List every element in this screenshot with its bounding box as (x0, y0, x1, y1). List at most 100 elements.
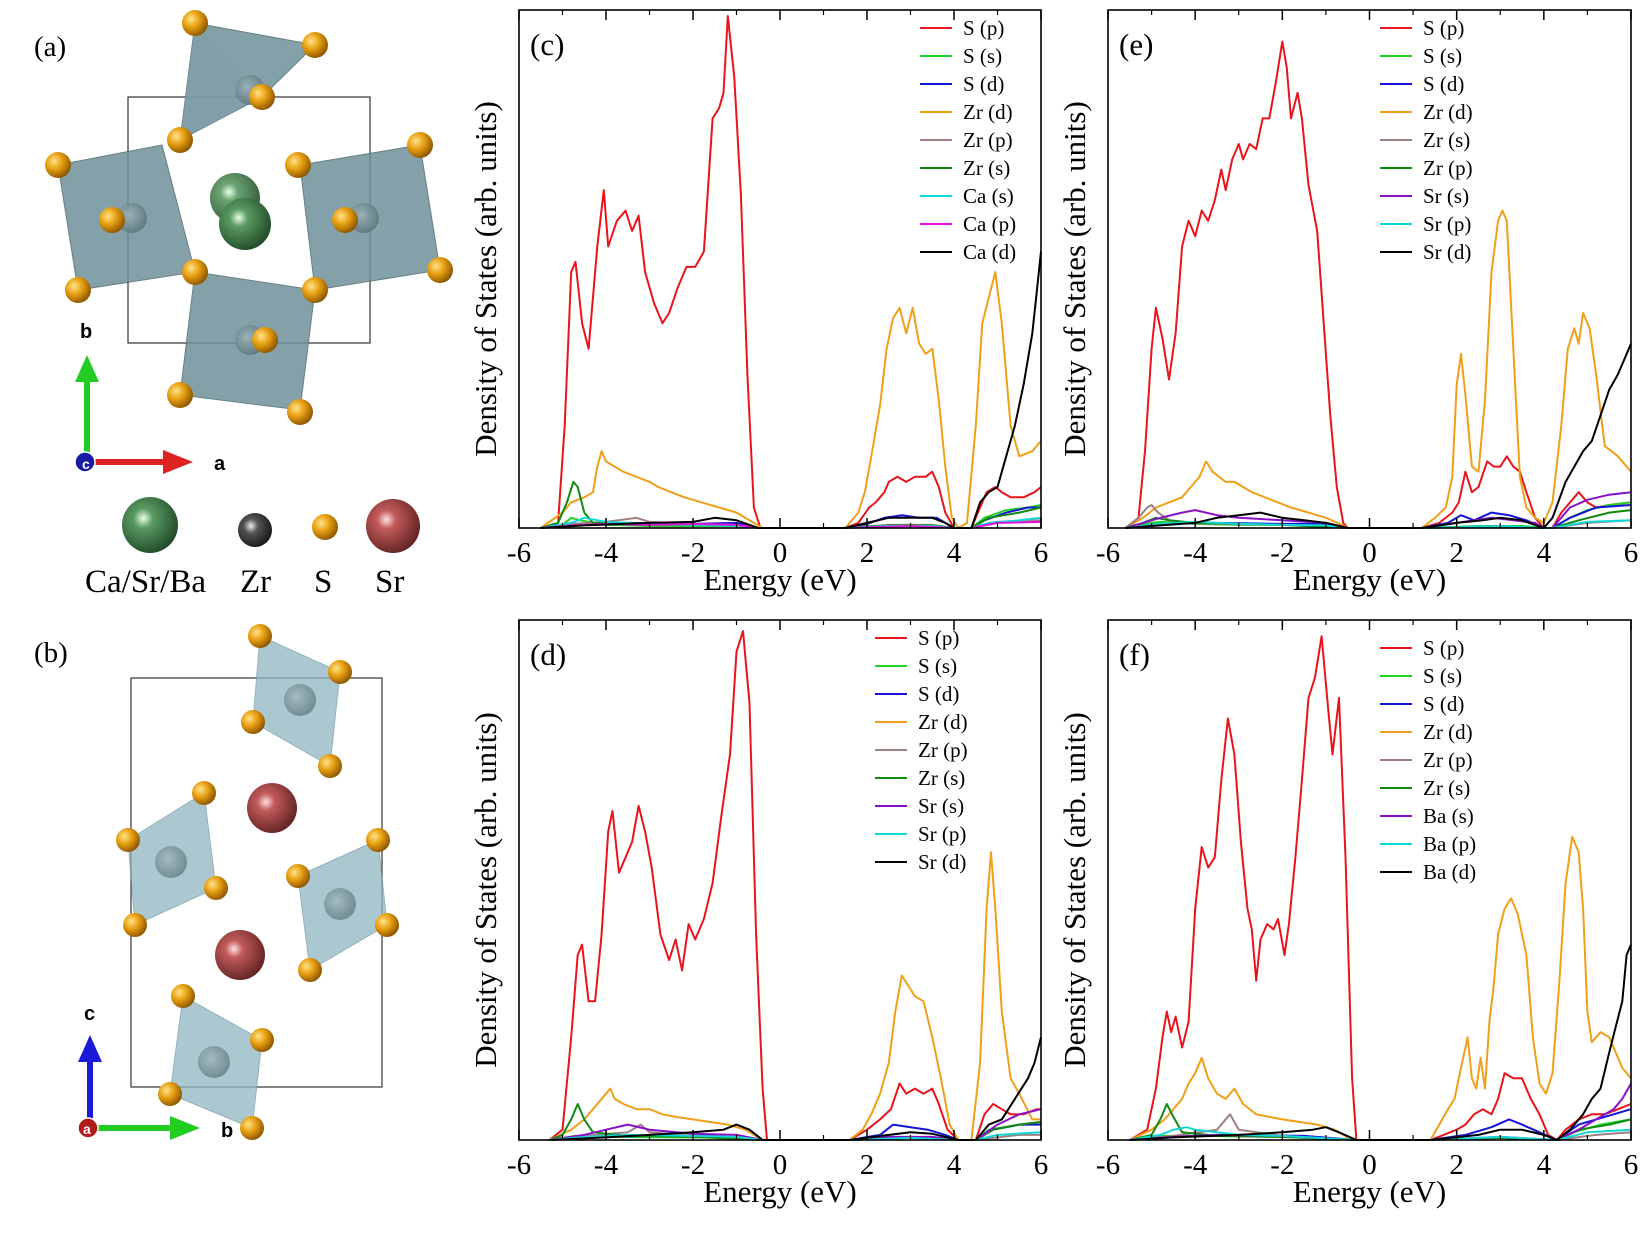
x-tick-label: -6 (1096, 1149, 1120, 1181)
axis-label-c-b: c (84, 1003, 95, 1025)
dos-panel-c: -6 -4 -2 0 2 4 6 Energy (eV) Density of States (… (468, 9, 1049, 597)
x-tick-label: 0 (1362, 1149, 1377, 1181)
x-tick-label: -4 (594, 1149, 619, 1181)
octahedron-left (57, 144, 196, 291)
structure-a: (a) (34, 10, 453, 600)
legend-entry: S (p) (1423, 636, 1464, 660)
x-tick-label: -4 (1183, 1149, 1208, 1181)
tetrahedron-right (297, 839, 388, 971)
tetrahedron-left (127, 792, 217, 926)
sr-atom-upper (247, 783, 297, 833)
octahedron-top (179, 22, 317, 141)
series-line-s-p (1124, 40, 1632, 529)
legend-entry: Ba (p) (1423, 832, 1476, 856)
legend-entry: Sr (s) (918, 794, 964, 818)
axis-c-out-icon (74, 451, 96, 473)
x-axis-label: Energy (eV) (703, 562, 857, 597)
x-tick-label: -4 (1183, 537, 1208, 569)
legend-entry: Zr (p) (1423, 748, 1473, 772)
legend-entry: S (s) (1423, 44, 1462, 68)
x-tick-label: 6 (1034, 537, 1049, 569)
atom-legend: Ca/Sr/Ba Zr S Sr (85, 497, 420, 600)
axis-label-a: a (214, 453, 226, 475)
x-axis-label: Energy (eV) (703, 1174, 857, 1209)
panel-label: (e) (1119, 27, 1153, 62)
y-axis-label: Density of States (arb. units) (1057, 712, 1092, 1068)
x-tick-label: 0 (1362, 537, 1377, 569)
series-line-zr-d (1124, 209, 1632, 529)
x-tick-label: 4 (947, 537, 962, 569)
series-line-sr-d (1125, 343, 1632, 529)
x-tick-label: -4 (594, 537, 619, 569)
axis-label-c: c (82, 456, 90, 472)
legend: S (p) S (s) S (d) Zr (d) Zr (p) Zr (s) Sr (s) S… (875, 626, 968, 874)
plot-frame (1107, 9, 1632, 529)
tetrahedron-bottom (169, 995, 263, 1129)
x-tick-label: -6 (507, 537, 531, 569)
x-axis-label: Energy (eV) (1293, 562, 1447, 597)
legend-atom-a-site (122, 497, 178, 553)
legend-entry: Zr (d) (963, 100, 1013, 124)
legend-label-a-site: Ca/Sr/Ba (85, 564, 206, 600)
a-site-atom-front (219, 198, 271, 250)
legend-entry: Zr (d) (918, 710, 968, 734)
sulfur-atoms-b (116, 624, 399, 1140)
legend-entry: S (d) (963, 72, 1004, 96)
x-tick-label: 6 (1624, 1149, 1639, 1181)
panel-label-a: (a) (34, 31, 66, 63)
x-tick-label: 2 (1449, 1149, 1464, 1181)
octahedron-bottom (179, 271, 316, 411)
series-line-s-p (548, 630, 1041, 1141)
legend-entry: Sr (p) (918, 822, 966, 846)
legend-entry: Zr (p) (1423, 156, 1473, 180)
y-axis-label: Density of States (arb. units) (468, 101, 503, 457)
legend-entry: S (d) (1423, 72, 1464, 96)
axis-a-out-icon (77, 1117, 99, 1139)
series-line-zr-d (1129, 835, 1632, 1141)
dos-panel-e: -6 -4 -2 0 2 4 6 Energy (eV) Density of States (… (1057, 9, 1639, 597)
legend-entry: Zr (s) (918, 766, 965, 790)
x-tick-label: -2 (681, 537, 705, 569)
legend-entry: S (s) (963, 44, 1002, 68)
dos-panel-d: -6 -4 -2 0 2 4 6 Energy (eV) Density of States (… (468, 619, 1049, 1209)
legend-entry: Ca (s) (963, 184, 1014, 208)
x-tick-label: -6 (507, 1149, 531, 1181)
x-tick-label: -2 (681, 1149, 705, 1181)
dos-panel-f: -6 -4 -2 0 2 4 6 Energy (eV) Density of States (… (1057, 619, 1639, 1209)
legend-entry: Sr (d) (918, 850, 966, 874)
legend-atom-sr (366, 499, 420, 553)
x-tick-label: -2 (1270, 537, 1294, 569)
sulfur-atoms-a (45, 10, 453, 425)
y-axis-label: Density of States (arb. units) (468, 712, 503, 1068)
y-axis-label: Density of States (arb. units) (1057, 101, 1092, 457)
x-tick-label: 2 (860, 537, 875, 569)
dos-panels: -6 -4 -2 0 2 4 6 Energy (eV) Density of States (… (468, 9, 1639, 1209)
sr-atom-lower (215, 930, 265, 980)
x-tick-label: 6 (1034, 1149, 1049, 1181)
x-axis-label: Energy (eV) (1293, 1174, 1447, 1209)
tetrahedron-top (252, 635, 341, 767)
legend-entry: Ca (d) (963, 240, 1016, 264)
legend-label-s: S (314, 564, 332, 600)
legend: S (p) S (s) S (d) Zr (d) Zr (s) Zr (p) Sr (s) S… (1380, 16, 1473, 264)
x-tick-label: 4 (1537, 1149, 1552, 1181)
legend-entry: Ba (s) (1423, 804, 1474, 828)
legend-entry: Sr (p) (1423, 212, 1471, 236)
legend-entry: S (p) (1423, 16, 1464, 40)
legend-entry: Sr (s) (1423, 184, 1469, 208)
axis-triad-a: b a c (74, 321, 226, 475)
series-line-sr-d (549, 1036, 1042, 1141)
legend: S (p) S (s) S (d) Zr (d) Zr (p) Zr (s) Ca (s) C… (920, 16, 1016, 264)
legend-entry: Zr (s) (1423, 128, 1470, 152)
panel-label-b: (b) (34, 637, 68, 669)
legend-label-zr: Zr (240, 564, 271, 600)
legend-entry: Zr (d) (1423, 100, 1473, 124)
x-tick-label: 4 (947, 1149, 962, 1181)
legend-entry: S (p) (918, 626, 959, 650)
x-tick-label: 6 (1624, 537, 1639, 569)
legend-entry: Zr (s) (1423, 776, 1470, 800)
axis-label-a-b: a (83, 1121, 91, 1137)
series-line-zr-d (540, 271, 1042, 529)
x-tick-label: 0 (773, 1149, 788, 1181)
